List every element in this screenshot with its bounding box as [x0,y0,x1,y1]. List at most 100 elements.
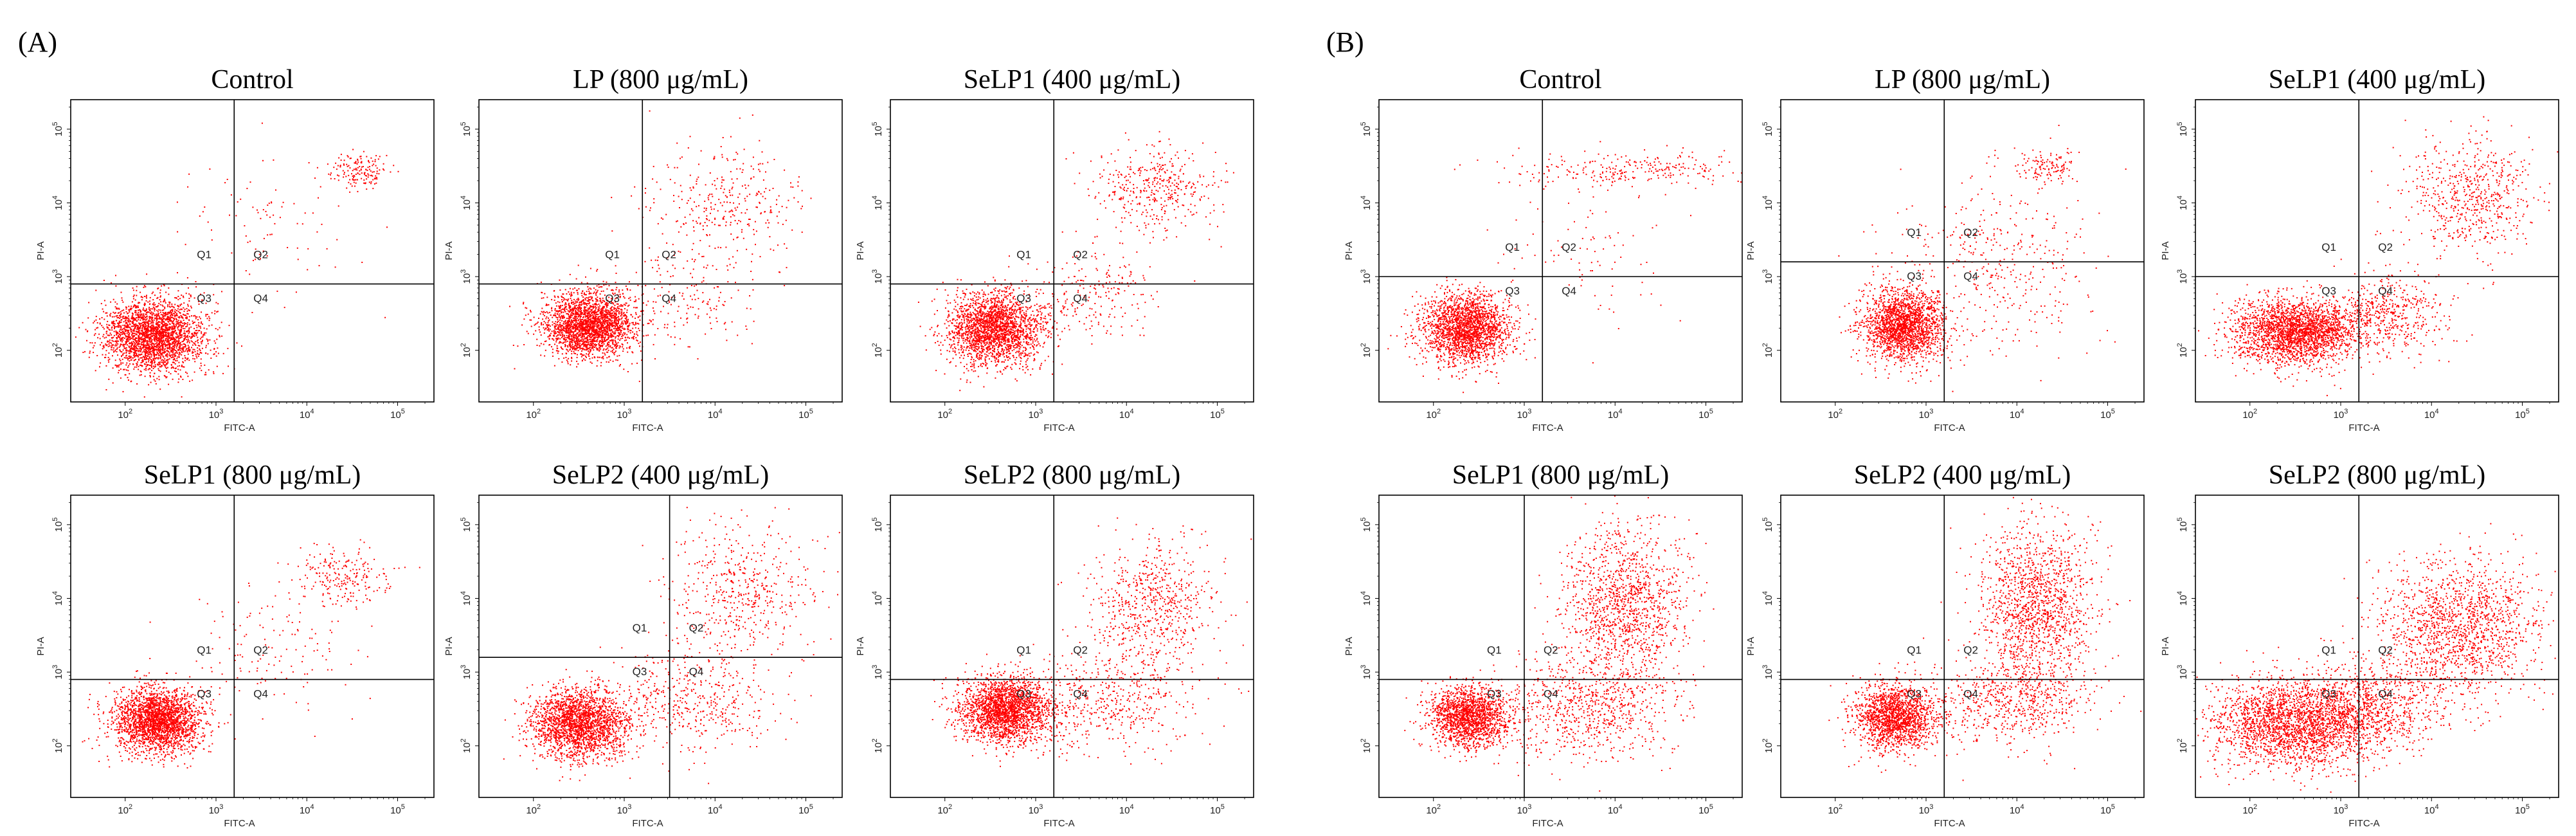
x-axis-label: FITC-A [2348,818,2379,829]
scatter-points [2198,116,2558,396]
cell-population-3 [177,123,388,318]
y-tick-label: 103 [2176,665,2189,680]
x-tick-label: 102 [937,408,952,421]
x-tick-label: 102 [2242,408,2257,421]
y-tick-label: 104 [460,195,473,210]
plot-frame [71,495,434,797]
quadrant-label-q3: Q3 [1907,688,1922,700]
plot-title: SeLP2 (400 μg/mL) [1854,460,2071,490]
plot-title: Control [1519,65,1601,95]
y-tick-label: 105 [51,122,64,136]
quadrant-label-q3: Q3 [2321,285,2336,297]
x-tick-label: 105 [798,803,813,816]
y-tick-label: 102 [871,738,884,753]
y-tick-label: 103 [51,665,64,680]
y-tick-label: 105 [460,517,473,532]
x-tick-label: 105 [2515,803,2530,816]
plot-title: SeLP2 (800 μg/mL) [2269,460,2486,490]
y-tick-label: 105 [1360,517,1373,532]
y-tick-label: 104 [51,195,64,210]
x-tick-label: 104 [300,803,314,816]
cell-population-1 [1839,253,1968,384]
plot-title: SeLP1 (800 μg/mL) [144,460,361,490]
quadrant-label-q1: Q1 [1505,241,1520,253]
y-tick-label: 103 [460,269,473,284]
quadrant-label-q4: Q4 [1073,293,1088,305]
plot-frame [479,100,842,402]
quadrant-label-q1: Q1 [1907,226,1922,239]
cell-population-2 [1058,518,1252,702]
x-tick-label: 102 [2242,803,2257,816]
x-tick-label: 104 [708,803,723,816]
y-axis-label: PI-A [855,241,866,260]
quadrant-label-q2: Q2 [1073,249,1088,261]
x-tick-label: 105 [2100,408,2115,421]
cell-population-3 [541,613,812,785]
quadrant-label-q1: Q1 [605,249,620,261]
panel-label-b: (B) [1326,26,1364,59]
quadrant-label-q1: Q1 [1907,644,1922,657]
x-tick-label: 105 [798,408,813,421]
quadrant-label-q4: Q4 [1544,688,1558,700]
y-tick-label: 102 [1360,738,1373,753]
y-axis-label: PI-A [1344,241,1355,260]
x-axis-label: FITC-A [2348,423,2379,433]
x-tick-label: 102 [1828,803,1842,816]
x-axis-label: FITC-A [632,423,663,433]
quadrant-label-q3: Q3 [1505,285,1520,297]
quadrant-label-q4: Q4 [662,293,676,305]
scatter-points [75,123,399,398]
scatter-points [82,540,420,769]
quadrant-label-q2: Q2 [1073,644,1088,657]
quadrant-label-q2: Q2 [2378,241,2393,253]
x-tick-label: 104 [2010,408,2024,421]
quadrant-label-q2: Q2 [689,622,704,634]
quadrant-label-q3: Q3 [605,293,620,305]
x-axis-label: FITC-A [224,423,255,433]
quadrant-label-q3: Q3 [197,293,212,305]
y-tick-label: 102 [1360,343,1373,358]
plot-title: LP (800 μg/mL) [573,65,748,95]
quadrant-label-q1: Q1 [197,249,212,261]
y-tick-label: 102 [460,343,473,358]
quadrant-label-q1: Q1 [1016,644,1031,657]
cell-population-2 [1533,495,1715,731]
x-axis-label: FITC-A [1934,423,1965,433]
y-tick-label: 105 [51,517,64,532]
y-tick-label: 105 [871,517,884,532]
quadrant-label-q1: Q1 [1487,644,1502,657]
y-tick-label: 104 [2176,591,2189,606]
cell-population-2 [2342,523,2555,741]
quadrant-label-q4: Q4 [253,293,268,305]
x-tick-label: 102 [526,408,541,421]
y-tick-label: 105 [2176,122,2189,136]
x-tick-label: 103 [209,408,224,421]
cell-population-3 [1838,125,2126,392]
plot-title: SeLP1 (800 μg/mL) [1452,460,1670,490]
quadrant-label-q4: Q4 [1562,285,1576,297]
y-tick-label: 104 [1360,591,1373,606]
y-tick-label: 104 [460,591,473,606]
quadrant-label-q3: Q3 [1016,688,1031,700]
x-axis-label: FITC-A [1043,423,1074,433]
y-tick-label: 105 [1761,517,1774,532]
x-tick-label: 105 [1210,408,1225,421]
y-tick-label: 103 [2176,269,2189,284]
y-axis-label: PI-A [1745,241,1756,260]
x-tick-label: 103 [209,803,224,816]
y-tick-label: 103 [871,665,884,680]
scatter-points [1387,141,1742,393]
y-tick-label: 104 [871,591,884,606]
y-tick-label: 104 [2176,195,2189,210]
plot-frame [1379,495,1742,797]
quadrant-label-q2: Q2 [662,249,676,261]
x-axis-label: FITC-A [1934,818,1965,829]
